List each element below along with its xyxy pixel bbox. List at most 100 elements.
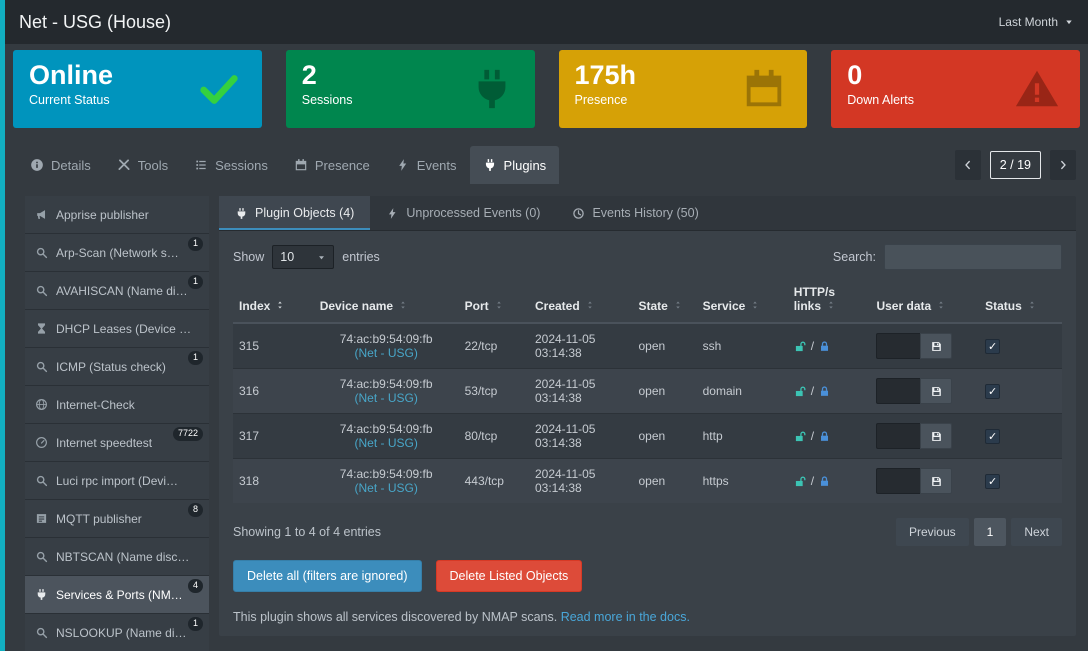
next-device-button[interactable] [1050,150,1076,180]
sidebar-item-internet-speedtest[interactable]: Internet speedtest 7722 [25,424,209,462]
save-button[interactable] [920,333,953,359]
device-link[interactable]: (Net - USG) [354,346,418,360]
docs-link[interactable]: Read more in the docs. [560,610,690,624]
tab-events-history[interactable]: Events History (50) [556,196,714,230]
cell-service: ssh [696,322,788,369]
lock-closed-icon[interactable] [818,385,831,398]
save-button[interactable] [920,423,953,449]
cell-state: open [632,413,697,459]
cell-https-links: / [787,368,871,414]
tab-unprocessed-events[interactable]: Unprocessed Events (0) [370,196,556,230]
lock-closed-icon[interactable] [818,475,831,488]
previous-page-button[interactable]: Previous [895,518,969,546]
page-1-button[interactable]: 1 [973,518,1007,546]
sidebar-item-dhcp-leases[interactable]: DHCP Leases (Device … [25,310,209,348]
col-https-links[interactable]: HTTP/s links [787,281,871,324]
lock-open-icon[interactable] [794,475,807,488]
sidebar-item-internet-check[interactable]: Internet-Check [25,386,209,424]
save-button[interactable] [920,378,953,404]
tab-events[interactable]: Events [383,146,470,184]
sort-icon [1027,299,1037,311]
user-data-input[interactable] [876,333,921,359]
tab-label: Events History (50) [592,206,699,220]
cell-status [979,413,1062,459]
search-icon [35,474,48,487]
cell-created: 2024-11-05 03:14:38 [528,413,633,459]
sidebar-item-avahiscan[interactable]: AVAHISCAN (Name di… 1 [25,272,209,310]
cell-https-links: / [787,322,871,369]
tab-sessions[interactable]: Sessions [181,146,281,184]
period-selector[interactable]: Last Month [999,15,1074,29]
device-link[interactable]: (Net - USG) [354,481,418,495]
col-device-name[interactable]: Device name [313,281,459,324]
bulk-actions: Delete all (filters are ignored) Delete … [219,550,1076,596]
sidebar-item-mqtt-publisher[interactable]: MQTT publisher 8 [25,500,209,538]
save-button[interactable] [920,468,953,494]
col-service[interactable]: Service [696,281,788,324]
lock-open-icon[interactable] [794,340,807,353]
sidebar-item-luci-rpc-import[interactable]: Luci rpc import (Devi… [25,462,209,500]
status-checkbox[interactable] [985,338,1001,354]
sidebar-item-icmp[interactable]: ICMP (Status check) 1 [25,348,209,386]
delete-listed-button[interactable]: Delete Listed Objects [435,560,583,592]
sort-icon [673,299,683,311]
calendar-icon [741,66,787,112]
plugin-tab-bar: Plugin Objects (4) Unprocessed Events (0… [219,196,1076,231]
cell-index: 315 [233,322,314,369]
sort-icon [398,299,408,311]
col-index[interactable]: Index [233,281,314,324]
search-input[interactable] [884,244,1062,270]
lock-closed-icon[interactable] [818,430,831,443]
cell-state: open [632,368,697,414]
delete-all-button[interactable]: Delete all (filters are ignored) [233,560,422,592]
tab-plugin-objects[interactable]: Plugin Objects (4) [219,196,371,230]
warning-icon [1014,66,1060,112]
lock-open-icon[interactable] [794,430,807,443]
table-summary: Showing 1 to 4 of 4 entries [233,525,382,539]
sidebar-item-label: Internet speedtest [56,435,153,450]
tab-tools[interactable]: Tools [104,146,181,184]
sidebar-item-nbtscan[interactable]: NBTSCAN (Name disc… [25,538,209,576]
lock-closed-icon[interactable] [818,340,831,353]
col-state[interactable]: State [632,281,697,324]
hourglass-icon [35,322,48,335]
status-checkbox[interactable] [985,383,1001,399]
tab-details[interactable]: Details [17,146,104,184]
sidebar-item-services-ports[interactable]: Services & Ports (NM… 4 [25,576,209,614]
cell-device-name: 74:ac:b9:54:09:fb (Net - USG) [313,368,459,414]
lock-open-icon[interactable] [794,385,807,398]
sidebar-item-label: AVAHISCAN (Name di… [56,283,188,298]
status-checkbox[interactable] [985,428,1001,444]
status-checkbox[interactable] [985,473,1001,489]
sort-icon [585,299,595,311]
entries-select[interactable]: 10 [272,245,335,269]
cell-port: 22/tcp [458,322,529,369]
col-port[interactable]: Port [458,281,529,324]
user-data-input[interactable] [876,423,921,449]
col-created[interactable]: Created [528,281,633,324]
device-link[interactable]: (Net - USG) [354,436,418,450]
cell-https-links: / [787,413,871,459]
col-status[interactable]: Status [979,281,1062,324]
device-link[interactable]: (Net - USG) [354,391,418,405]
sidebar-item-nslookup[interactable]: NSLOOKUP (Name di… 1 [25,614,209,651]
sidebar-item-apprise-publisher[interactable]: Apprise publisher [25,196,209,234]
count-badge: 1 [187,617,203,631]
card-value: 0 [847,60,863,90]
col-user-data[interactable]: User data [870,281,980,324]
tab-plugins[interactable]: Plugins [469,146,560,184]
card-current-status: Online Current Status [13,50,262,128]
sort-icon [936,299,946,311]
sidebar-item-arp-scan[interactable]: Arp-Scan (Network s… 1 [25,234,209,272]
cell-created: 2024-11-05 03:14:38 [528,458,633,503]
card-label: Sessions [301,93,353,108]
next-page-button[interactable]: Next [1011,518,1062,546]
cell-port: 80/tcp [458,413,529,459]
cell-port: 53/tcp [458,368,529,414]
user-data-input[interactable] [876,468,921,494]
tab-presence[interactable]: Presence [281,146,383,184]
card-value: 175h [574,60,637,90]
prev-device-button[interactable] [954,150,981,180]
floppy-icon [930,385,943,398]
user-data-input[interactable] [876,378,921,404]
